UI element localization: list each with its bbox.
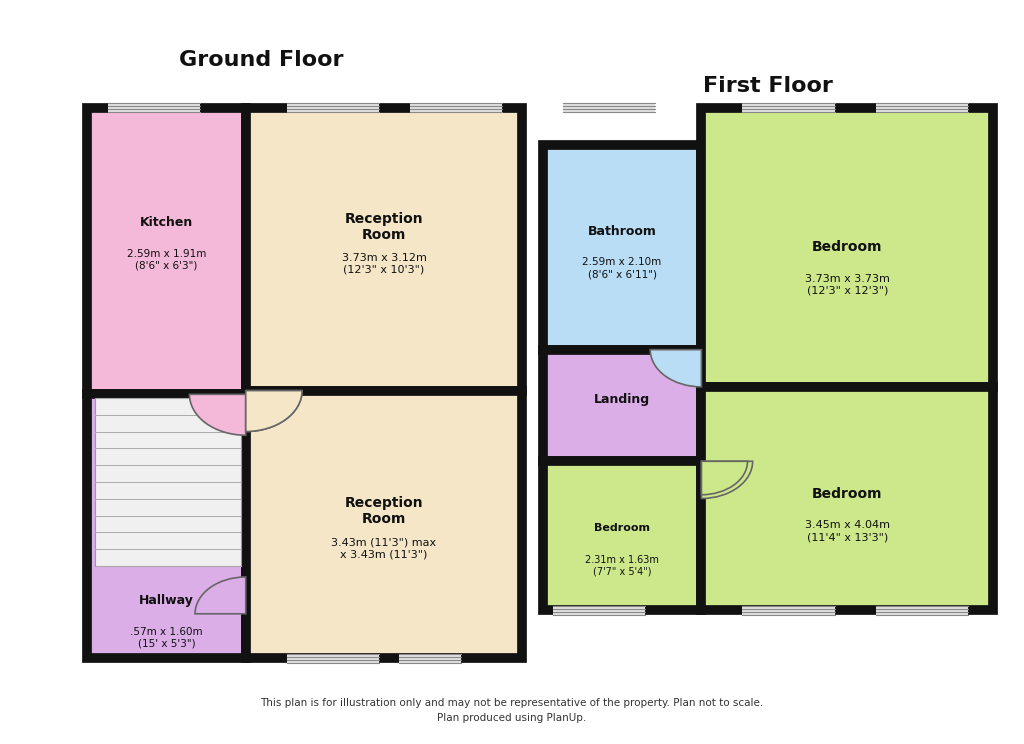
Bar xyxy=(543,461,701,610)
Text: 2.59m x 2.10m
(8'6" x 6'11"): 2.59m x 2.10m (8'6" x 6'11") xyxy=(583,257,662,279)
Text: Landing: Landing xyxy=(594,394,650,406)
Text: Reception
Room: Reception Room xyxy=(345,496,423,526)
Text: Ground Floor: Ground Floor xyxy=(179,50,343,69)
Text: 2.59m x 1.91m
(8'6" x 6'3"): 2.59m x 1.91m (8'6" x 6'3") xyxy=(127,248,206,271)
Text: 2.31m x 1.63m
(7'7" x 5'4"): 2.31m x 1.63m (7'7" x 5'4") xyxy=(585,554,659,577)
Text: Plan produced using PlanUp.: Plan produced using PlanUp. xyxy=(437,713,587,723)
Text: This plan is for illustration only and may not be representative of the property: This plan is for illustration only and m… xyxy=(260,698,764,708)
Wedge shape xyxy=(701,461,753,498)
Bar xyxy=(287,103,379,112)
Wedge shape xyxy=(189,394,246,435)
Wedge shape xyxy=(701,461,748,495)
Bar xyxy=(246,391,522,658)
Text: Hallway: Hallway xyxy=(139,594,194,607)
Bar xyxy=(876,606,968,615)
Text: Reception
Room: Reception Room xyxy=(345,211,423,242)
Wedge shape xyxy=(246,391,302,432)
Text: 3.73m x 3.12m
(12'3" x 10'3"): 3.73m x 3.12m (12'3" x 10'3") xyxy=(342,253,426,275)
Bar xyxy=(95,398,241,566)
Bar xyxy=(742,103,835,112)
Bar xyxy=(701,108,993,387)
Wedge shape xyxy=(650,350,701,387)
Bar xyxy=(287,654,379,663)
Bar xyxy=(876,103,968,112)
Bar xyxy=(563,103,655,112)
Bar xyxy=(543,350,701,461)
Text: 3.43m (11'3") max
x 3.43m (11'3"): 3.43m (11'3") max x 3.43m (11'3") xyxy=(332,537,436,559)
Bar xyxy=(108,103,200,112)
Bar xyxy=(399,654,461,663)
Wedge shape xyxy=(195,577,246,614)
Text: 3.45m x 4.04m
(11'4" x 13'3"): 3.45m x 4.04m (11'4" x 13'3") xyxy=(805,520,890,542)
Text: Bathroom: Bathroom xyxy=(588,225,656,237)
Wedge shape xyxy=(246,391,302,432)
Bar xyxy=(543,145,701,350)
Bar xyxy=(87,394,246,658)
Text: Bedroom: Bedroom xyxy=(812,240,883,254)
Bar xyxy=(87,108,246,394)
Text: Kitchen: Kitchen xyxy=(139,216,194,229)
Text: Bedroom: Bedroom xyxy=(594,523,650,533)
Bar xyxy=(701,387,993,610)
Bar xyxy=(742,606,835,615)
Text: .57m x 1.60m
(15' x 5'3"): .57m x 1.60m (15' x 5'3") xyxy=(130,626,203,648)
Text: Bedroom: Bedroom xyxy=(812,487,883,501)
Text: First Floor: First Floor xyxy=(703,76,833,95)
Text: 3.73m x 3.73m
(12'3" x 12'3"): 3.73m x 3.73m (12'3" x 12'3") xyxy=(805,274,890,295)
Bar xyxy=(410,103,502,112)
Bar xyxy=(553,606,645,615)
Bar xyxy=(246,108,522,391)
